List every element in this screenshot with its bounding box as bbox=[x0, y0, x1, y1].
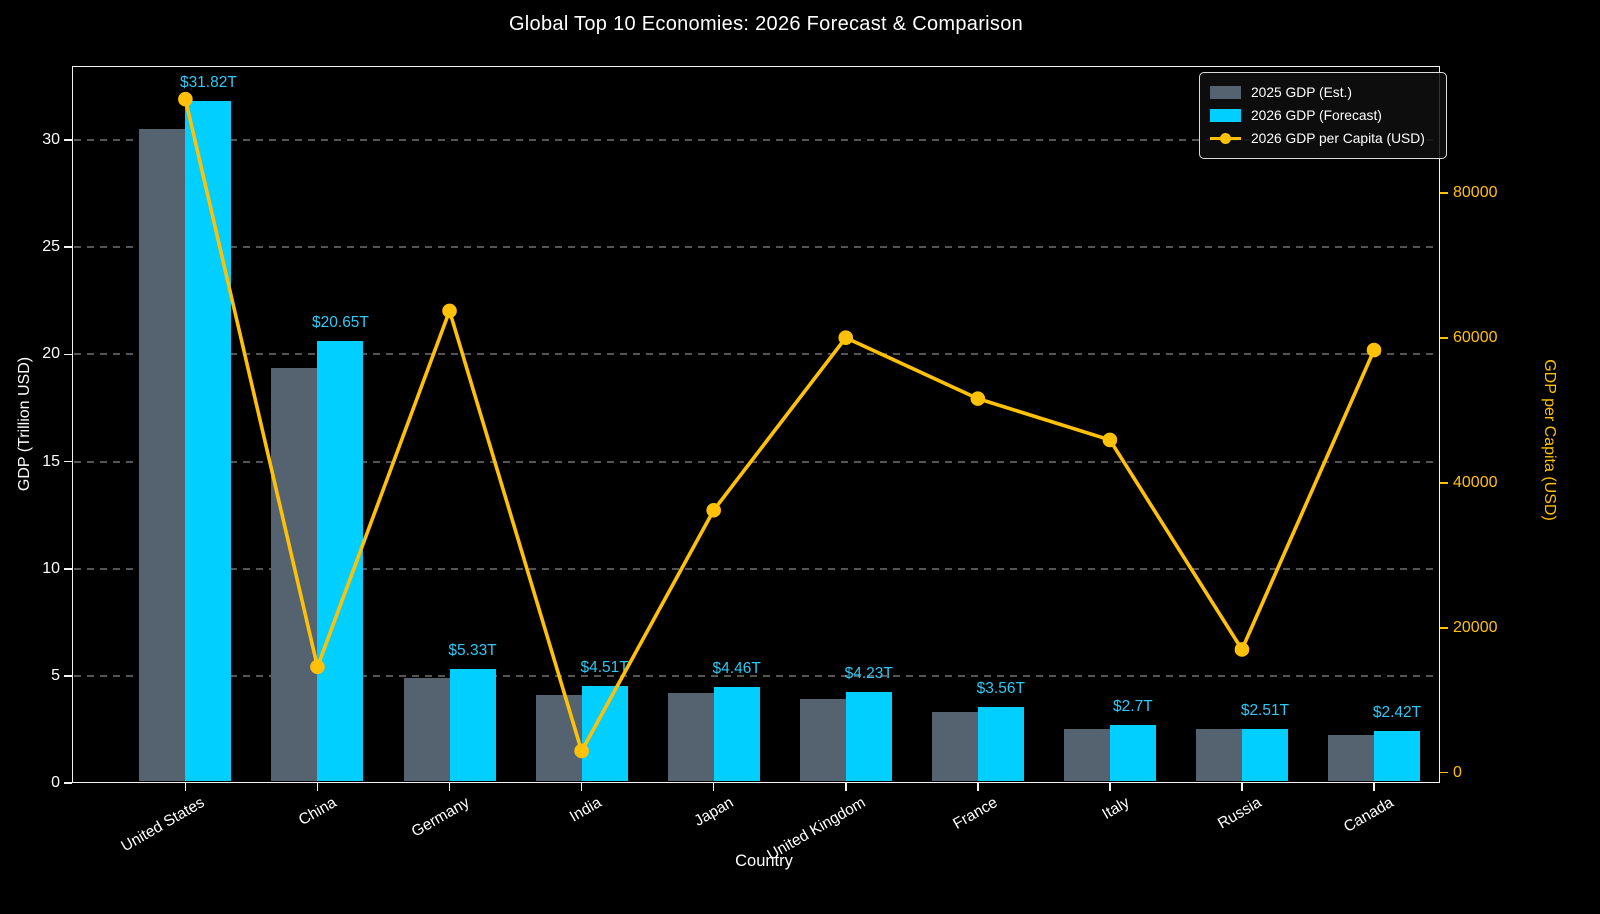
x-tick-label: China bbox=[296, 794, 340, 829]
x-tick-label: India bbox=[566, 794, 605, 826]
chart-title: Global Top 10 Economies: 2026 Forecast &… bbox=[508, 13, 1024, 35]
x-tick bbox=[1241, 783, 1243, 791]
bar-2026 bbox=[845, 692, 892, 782]
x-tick bbox=[184, 783, 187, 791]
y-tick-label-right: 0 bbox=[1453, 763, 1462, 781]
bar-2025 bbox=[799, 699, 846, 782]
legend: 2025 GDP (Est.) 2026 GDP (Forecast) 2026… bbox=[1199, 72, 1447, 159]
y-tick-left bbox=[64, 139, 72, 141]
y-tick-label-right: 40000 bbox=[1453, 473, 1498, 491]
bar-2025 bbox=[403, 678, 450, 782]
x-tick bbox=[844, 783, 847, 791]
y-axis-label-left: GDP (Trillion USD) bbox=[16, 356, 33, 492]
x-tick bbox=[580, 783, 583, 791]
x-tick-label: Germany bbox=[408, 794, 473, 841]
x-tick bbox=[977, 783, 979, 791]
bar-value-label: $2.51T bbox=[1240, 702, 1290, 720]
y-tick-label-left: 5 bbox=[51, 666, 60, 684]
x-tick-label: Italy bbox=[1099, 794, 1133, 823]
x-tick bbox=[316, 783, 319, 791]
x-tick-label: United States bbox=[118, 794, 208, 856]
x-tick bbox=[448, 783, 451, 791]
y-tick-left bbox=[64, 675, 72, 677]
y-tick-label-left: 20 bbox=[42, 345, 60, 363]
bar-2025 bbox=[1328, 734, 1375, 782]
bar-2025 bbox=[931, 712, 978, 782]
bar-2026 bbox=[1241, 729, 1288, 782]
bar-2025 bbox=[139, 129, 186, 782]
x-tick bbox=[1373, 783, 1375, 791]
bar-2025 bbox=[535, 695, 582, 782]
bar-2026 bbox=[317, 340, 364, 782]
y-tick-right bbox=[1440, 336, 1448, 339]
bar-2026 bbox=[713, 687, 760, 782]
y-tick-left bbox=[64, 782, 72, 784]
y-tick-right bbox=[1440, 481, 1448, 484]
bar-2025 bbox=[667, 693, 714, 782]
bar-2026 bbox=[1109, 725, 1156, 782]
bar-value-label: $4.46T bbox=[712, 660, 761, 678]
y-tick-label-left: 0 bbox=[51, 774, 60, 791]
bar-2025 bbox=[1195, 729, 1242, 782]
gridline bbox=[73, 353, 1439, 356]
bar-value-label: $20.65T bbox=[312, 313, 369, 331]
y-tick-label-left: 10 bbox=[42, 559, 60, 577]
y-tick-left bbox=[64, 353, 72, 356]
bar-2026 bbox=[449, 668, 496, 782]
y-tick-label-right: 60000 bbox=[1453, 328, 1498, 346]
legend-label: 2026 GDP (Forecast) bbox=[1251, 108, 1382, 123]
y-tick-label-left: 15 bbox=[42, 452, 60, 470]
y-tick-right bbox=[1440, 626, 1448, 629]
y-tick-label-left: 30 bbox=[42, 131, 60, 149]
bar-2026 bbox=[185, 101, 232, 782]
y-tick-right bbox=[1440, 191, 1448, 194]
y-tick-label-right: 80000 bbox=[1453, 183, 1498, 201]
y-tick-label-right: 20000 bbox=[1453, 618, 1498, 636]
bar-value-label: $4.23T bbox=[844, 665, 893, 683]
bar-2026 bbox=[1374, 731, 1421, 782]
bar-2025 bbox=[1063, 729, 1110, 782]
gridline bbox=[73, 246, 1439, 249]
x-axis-label: Country bbox=[735, 852, 793, 870]
bar-value-label: $2.42T bbox=[1372, 704, 1422, 722]
y-tick-label-left: 25 bbox=[42, 238, 60, 256]
legend-swatch-gray bbox=[1210, 86, 1241, 99]
y-tick-left bbox=[64, 246, 72, 249]
bar-value-label: $31.82T bbox=[179, 74, 237, 92]
x-tick-label: Canada bbox=[1340, 794, 1397, 836]
bar-value-label: $3.56T bbox=[976, 679, 1025, 697]
y-tick-left bbox=[64, 460, 72, 463]
y-tick-left bbox=[64, 567, 72, 570]
legend-line-marker-icon bbox=[1210, 132, 1241, 145]
bar-value-label: $5.33T bbox=[448, 641, 497, 659]
legend-item-2026-gdp: 2026 GDP (Forecast) bbox=[1210, 104, 1436, 127]
x-tick bbox=[1109, 783, 1111, 791]
legend-item-gdp-per-capita: 2026 GDP per Capita (USD) bbox=[1210, 127, 1436, 150]
x-tick bbox=[712, 783, 715, 791]
bar-value-label: $4.51T bbox=[580, 659, 629, 677]
plot-area bbox=[72, 66, 1440, 783]
legend-swatch-cyan bbox=[1210, 109, 1241, 122]
bar-2026 bbox=[581, 686, 628, 782]
x-tick-label: Russia bbox=[1214, 794, 1265, 833]
bar-value-label: $2.7T bbox=[1113, 698, 1153, 716]
x-tick-label: France bbox=[950, 794, 1001, 833]
legend-label: 2026 GDP per Capita (USD) bbox=[1251, 131, 1425, 146]
x-tick-label: Japan bbox=[691, 794, 737, 830]
legend-label: 2025 GDP (Est.) bbox=[1251, 85, 1352, 100]
bar-2026 bbox=[977, 706, 1024, 782]
legend-item-2025-gdp: 2025 GDP (Est.) bbox=[1210, 81, 1436, 104]
bar-2025 bbox=[271, 368, 318, 782]
y-axis-label-right: GDP per Capita (USD) bbox=[1541, 359, 1558, 521]
y-tick-right bbox=[1440, 771, 1448, 774]
